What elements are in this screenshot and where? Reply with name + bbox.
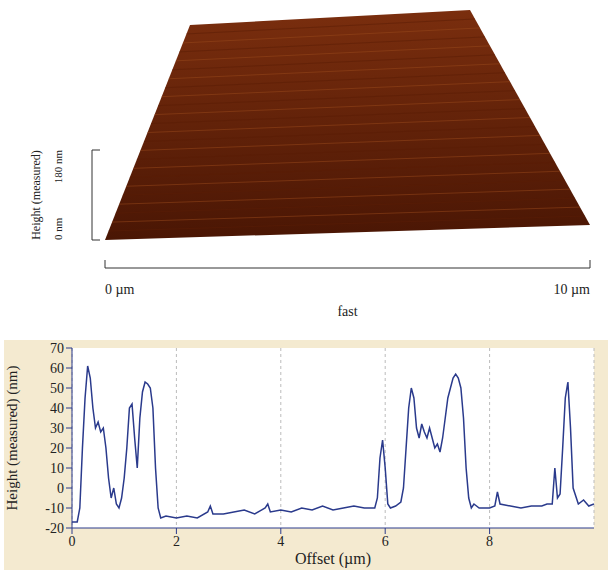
svg-text:30: 30 — [50, 421, 64, 436]
svg-text:4: 4 — [277, 534, 284, 549]
svg-text:20: 20 — [50, 441, 64, 456]
svg-text:8: 8 — [486, 534, 493, 549]
svg-text:fast: fast — [337, 304, 357, 319]
svg-text:0: 0 — [69, 534, 76, 549]
svg-text:Height (measured): Height (measured) — [29, 150, 43, 240]
svg-text:60: 60 — [50, 361, 64, 376]
svg-text:10: 10 — [50, 461, 64, 476]
svg-text:50: 50 — [50, 381, 64, 396]
svg-text:Offset (µm): Offset (µm) — [295, 550, 371, 568]
svg-text:2: 2 — [173, 534, 180, 549]
svg-text:40: 40 — [50, 401, 64, 416]
svg-text:6: 6 — [382, 534, 389, 549]
svg-text:Height (measured) (nm): Height (measured) (nm) — [4, 366, 21, 511]
svg-text:-20: -20 — [45, 521, 64, 536]
svg-text:0 µm: 0 µm — [105, 282, 135, 297]
svg-text:0: 0 — [57, 481, 64, 496]
svg-text:10 µm: 10 µm — [554, 282, 591, 297]
svg-text:70: 70 — [50, 341, 64, 356]
svg-text:0 nm: 0 nm — [52, 217, 64, 240]
svg-text:-10: -10 — [45, 501, 64, 516]
svg-text:180 nm: 180 nm — [52, 150, 64, 184]
